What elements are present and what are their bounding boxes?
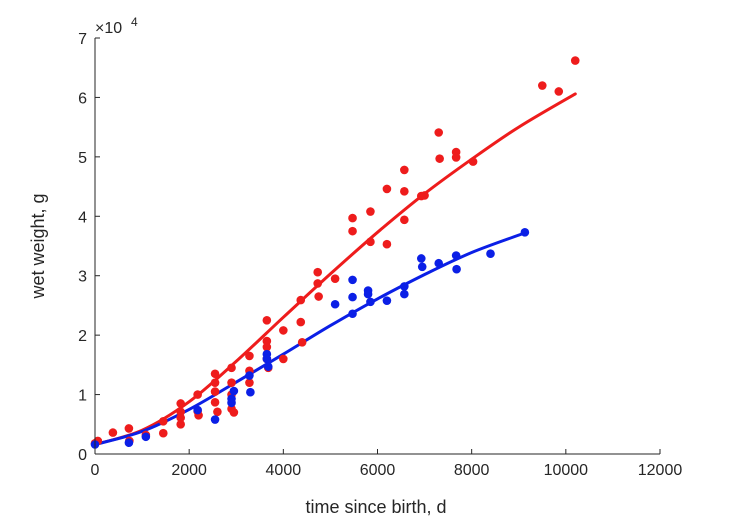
x-tick-label: 2000: [171, 462, 207, 479]
y-tick-label: 3: [78, 269, 87, 286]
x-tick-label: 0: [91, 462, 100, 479]
data-point-series-1: [262, 342, 272, 352]
data-point-series-2: [210, 415, 220, 424]
data-point-series-2: [366, 297, 375, 307]
data-point-series-1: [108, 428, 118, 437]
y-tick-label: 6: [78, 90, 87, 107]
data-point-series-1: [366, 237, 375, 247]
data-point-series-1: [227, 363, 236, 373]
x-axis-label: time since birth, d: [305, 497, 446, 517]
data-point-series-2: [193, 405, 202, 415]
data-point-series-1: [279, 354, 288, 364]
data-point-series-1: [176, 407, 185, 417]
data-point-series-1: [537, 81, 547, 90]
x-tick-label: 10000: [544, 462, 589, 479]
data-point-series-1: [158, 428, 168, 438]
x-axis-ticks: 0 2000 4000 6000 8000 10000 12000: [91, 449, 683, 479]
y-tick-label: 1: [78, 388, 87, 405]
data-point-series-2: [400, 289, 409, 299]
data-point-series-2: [227, 398, 236, 408]
data-point-series-2: [434, 258, 444, 268]
y-axis-label: wet weight, g: [28, 193, 48, 299]
data-point-series-2: [416, 254, 426, 263]
data-point-series-1: [366, 207, 375, 216]
data-point-series-2: [382, 296, 392, 305]
data-point-series-1: [435, 154, 444, 163]
y-exponent-power: 4: [131, 15, 138, 29]
x-tick-label: 12000: [638, 462, 683, 479]
data-point-series-1: [124, 424, 134, 433]
data-point-series-1: [400, 215, 409, 225]
data-point-series-1: [400, 187, 409, 196]
data-point-series-2: [245, 371, 254, 380]
data-point-series-1: [570, 56, 580, 65]
data-point-series-1: [176, 413, 185, 423]
y-exponent-base: ×10: [95, 20, 122, 37]
data-point-series-1: [279, 326, 288, 335]
data-point-series-1: [193, 390, 202, 399]
data-point-series-1: [297, 337, 307, 347]
data-point-series-2: [263, 362, 273, 371]
data-point-series-2: [417, 262, 427, 272]
data-point-series-1: [176, 399, 185, 408]
data-point-series-1: [229, 408, 239, 417]
y-tick-label: 4: [78, 209, 87, 226]
data-point-series-1: [262, 315, 272, 325]
data-point-series-2: [124, 438, 134, 448]
data-point-series-2: [262, 354, 272, 364]
data-point-series-1: [382, 239, 392, 249]
data-point-series-1: [176, 419, 185, 429]
data-point-series-2: [229, 386, 239, 396]
data-points: [90, 56, 580, 449]
data-point-series-1: [213, 407, 222, 417]
data-point-series-1: [245, 351, 254, 361]
data-point-series-1: [210, 397, 220, 407]
data-point-series-1: [451, 153, 461, 162]
data-point-series-1: [434, 128, 444, 137]
data-point-series-2: [451, 251, 461, 260]
data-point-series-2: [246, 387, 255, 397]
data-point-series-1: [554, 87, 564, 96]
data-point-series-2: [141, 432, 151, 442]
data-point-series-1: [227, 378, 236, 387]
data-point-series-2: [348, 292, 357, 302]
data-point-series-1: [382, 184, 392, 194]
y-tick-label: 0: [78, 447, 87, 464]
data-point-series-1: [348, 213, 357, 223]
x-tick-label: 8000: [454, 462, 490, 479]
y-tick-label: 2: [78, 328, 87, 345]
data-point-series-1: [245, 378, 254, 387]
data-point-series-1: [400, 165, 409, 175]
y-tick-label: 5: [78, 150, 87, 167]
data-point-series-2: [330, 299, 340, 309]
data-point-series-2: [363, 289, 373, 299]
data-point-series-2: [520, 228, 530, 237]
x-tick-label: 4000: [266, 462, 302, 479]
data-point-series-2: [452, 264, 461, 274]
data-point-series-1: [210, 378, 220, 387]
data-point-series-1: [313, 267, 323, 277]
data-point-series-1: [158, 417, 168, 426]
data-point-series-1: [210, 387, 220, 396]
data-point-series-1: [313, 279, 323, 288]
x-tick-label: 6000: [360, 462, 396, 479]
data-point-series-2: [486, 249, 495, 259]
data-point-series-2: [348, 275, 357, 285]
data-point-series-1: [210, 369, 220, 379]
y-tick-label: 7: [78, 31, 87, 48]
y-axis-ticks: 0 1 2 3 4 5 6 7: [78, 31, 100, 464]
data-point-series-1: [330, 274, 340, 283]
data-point-series-2: [348, 309, 357, 319]
data-point-series-1: [296, 295, 306, 305]
data-point-series-1: [420, 191, 429, 200]
data-point-series-1: [468, 157, 478, 166]
data-point-series-1: [348, 226, 357, 236]
data-point-series-1: [296, 317, 306, 327]
data-point-series-1: [262, 336, 272, 346]
data-point-series-1: [314, 292, 323, 301]
data-point-series-2: [400, 282, 409, 291]
